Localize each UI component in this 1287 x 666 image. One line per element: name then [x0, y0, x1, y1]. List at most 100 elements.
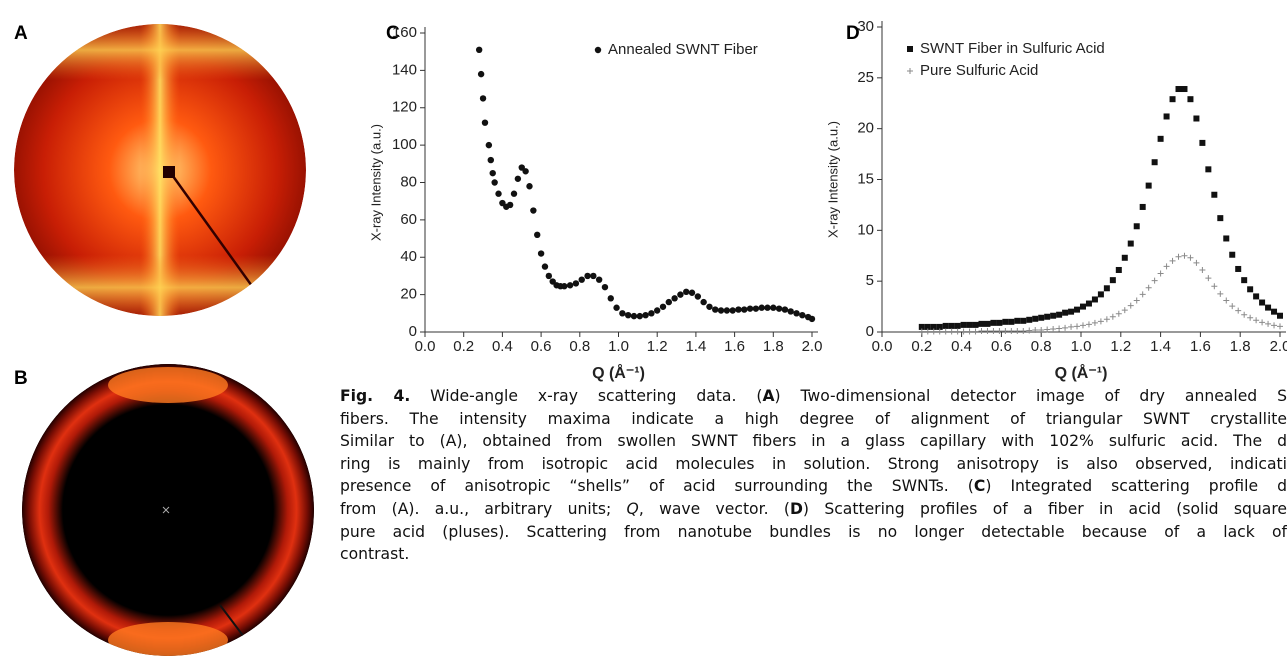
data-point — [1103, 316, 1110, 323]
caption-text: C — [973, 477, 986, 496]
caption-line: pure acid (pluses). Scattering from nano… — [340, 521, 1287, 544]
data-point — [495, 190, 502, 197]
data-point — [1223, 235, 1230, 242]
data-point — [694, 293, 702, 300]
data-point — [506, 201, 514, 209]
caption-text: A — [762, 387, 775, 405]
data-point — [1032, 326, 1039, 333]
data-point — [510, 190, 518, 197]
data-point — [936, 323, 943, 330]
caption-line: Similar to (A), obtained from swollen SW… — [340, 430, 1287, 453]
data-point — [706, 303, 713, 310]
data-point — [1032, 315, 1039, 322]
data-point — [1217, 290, 1224, 297]
data-point — [936, 328, 943, 335]
panel-label: B — [14, 368, 28, 389]
data-point — [729, 307, 736, 314]
data-point — [1115, 266, 1122, 273]
panel-label: C — [386, 23, 400, 44]
data-point — [996, 319, 1003, 326]
data-point — [1026, 316, 1033, 323]
caption-text: presence of anisotropic “shells” of acid… — [340, 477, 974, 496]
data-point — [1139, 291, 1146, 298]
data-point — [1247, 314, 1254, 321]
series — [475, 46, 816, 323]
x-tick-label: 1.6 — [1190, 338, 1211, 355]
y-tick-label: 100 — [392, 136, 417, 153]
data-point — [1133, 297, 1140, 304]
chart: 0.0 0.2 0.4 0.6 0.8 1.0 1.2 1.4 1.6 1.8 2.0 0 20 40 60… — [368, 24, 822, 382]
data-point — [1014, 327, 1021, 334]
data-point — [1235, 265, 1242, 272]
data-point — [1163, 263, 1170, 270]
data-point — [948, 322, 955, 329]
data-point — [1091, 319, 1098, 326]
data-point — [1038, 326, 1045, 333]
x-tick-label: 2.0 — [1270, 338, 1287, 355]
data-point — [930, 323, 937, 330]
data-point — [659, 303, 667, 310]
data-point — [1050, 325, 1057, 332]
y-tick-label: 20 — [857, 120, 874, 137]
data-point — [572, 280, 580, 287]
data-point — [1014, 317, 1021, 324]
y-tick-label: 60 — [400, 211, 417, 228]
data-point — [642, 311, 649, 319]
data-point — [665, 298, 673, 306]
caption-text: pure acid (pluses). Scattering from nano… — [340, 522, 1287, 541]
data-point — [1133, 223, 1140, 230]
data-point — [960, 321, 967, 328]
data-point — [1020, 327, 1027, 334]
data-point — [1062, 309, 1069, 316]
data-point — [799, 311, 806, 319]
data-point — [485, 141, 493, 149]
x-tick-label: 0.0 — [872, 338, 893, 355]
data-point — [793, 310, 800, 317]
data-point — [787, 308, 794, 315]
data-point — [1211, 191, 1218, 198]
data-point — [1253, 317, 1260, 324]
data-point — [1277, 323, 1283, 330]
data-point — [924, 328, 931, 335]
data-point — [1265, 320, 1272, 327]
x-tick-label: 0.4 — [951, 338, 972, 355]
data-point — [1199, 266, 1206, 273]
data-point — [930, 328, 937, 335]
data-point — [808, 315, 816, 323]
y-tick-label: 15 — [857, 170, 874, 187]
x-tick-label: 0.8 — [569, 338, 590, 355]
x-tick-label: 1.6 — [724, 338, 745, 355]
caption-text: ) Integrated scattering profile d — [985, 477, 1287, 496]
data-point — [683, 288, 690, 296]
data-point — [954, 322, 961, 329]
data-point — [972, 328, 979, 335]
y-tick-label: 0 — [866, 323, 874, 340]
data-point — [764, 304, 771, 311]
x-tick-label: 2.0 — [802, 338, 823, 355]
data-point — [1056, 311, 1063, 318]
x-tick-label: 1.2 — [647, 338, 668, 355]
data-point — [1044, 313, 1051, 320]
data-point — [1068, 323, 1075, 330]
panel-label: D — [846, 23, 860, 44]
data-point — [746, 305, 754, 312]
caption-text: ) Scattering profiles of a fiber in acid… — [802, 499, 1287, 518]
data-point — [717, 307, 725, 314]
data-point — [1091, 296, 1098, 303]
data-point — [530, 207, 537, 214]
data-point — [1079, 322, 1086, 329]
data-point — [1151, 159, 1158, 166]
caption-text: Similar to (A), obtained from swollen SW… — [340, 432, 1287, 451]
data-point — [648, 310, 655, 317]
data-point — [1259, 319, 1266, 326]
x-tick-label: 1.0 — [1071, 338, 1092, 355]
data-point — [491, 179, 498, 186]
y-tick-label: 25 — [857, 69, 874, 86]
data-point — [741, 306, 748, 313]
x-tick-label: 1.8 — [1230, 338, 1251, 355]
data-point — [1145, 182, 1152, 189]
y-tick-label: 20 — [400, 286, 417, 303]
data-point — [1068, 308, 1075, 315]
x-tick-label: 0.6 — [531, 338, 552, 355]
data-point — [1008, 327, 1015, 334]
